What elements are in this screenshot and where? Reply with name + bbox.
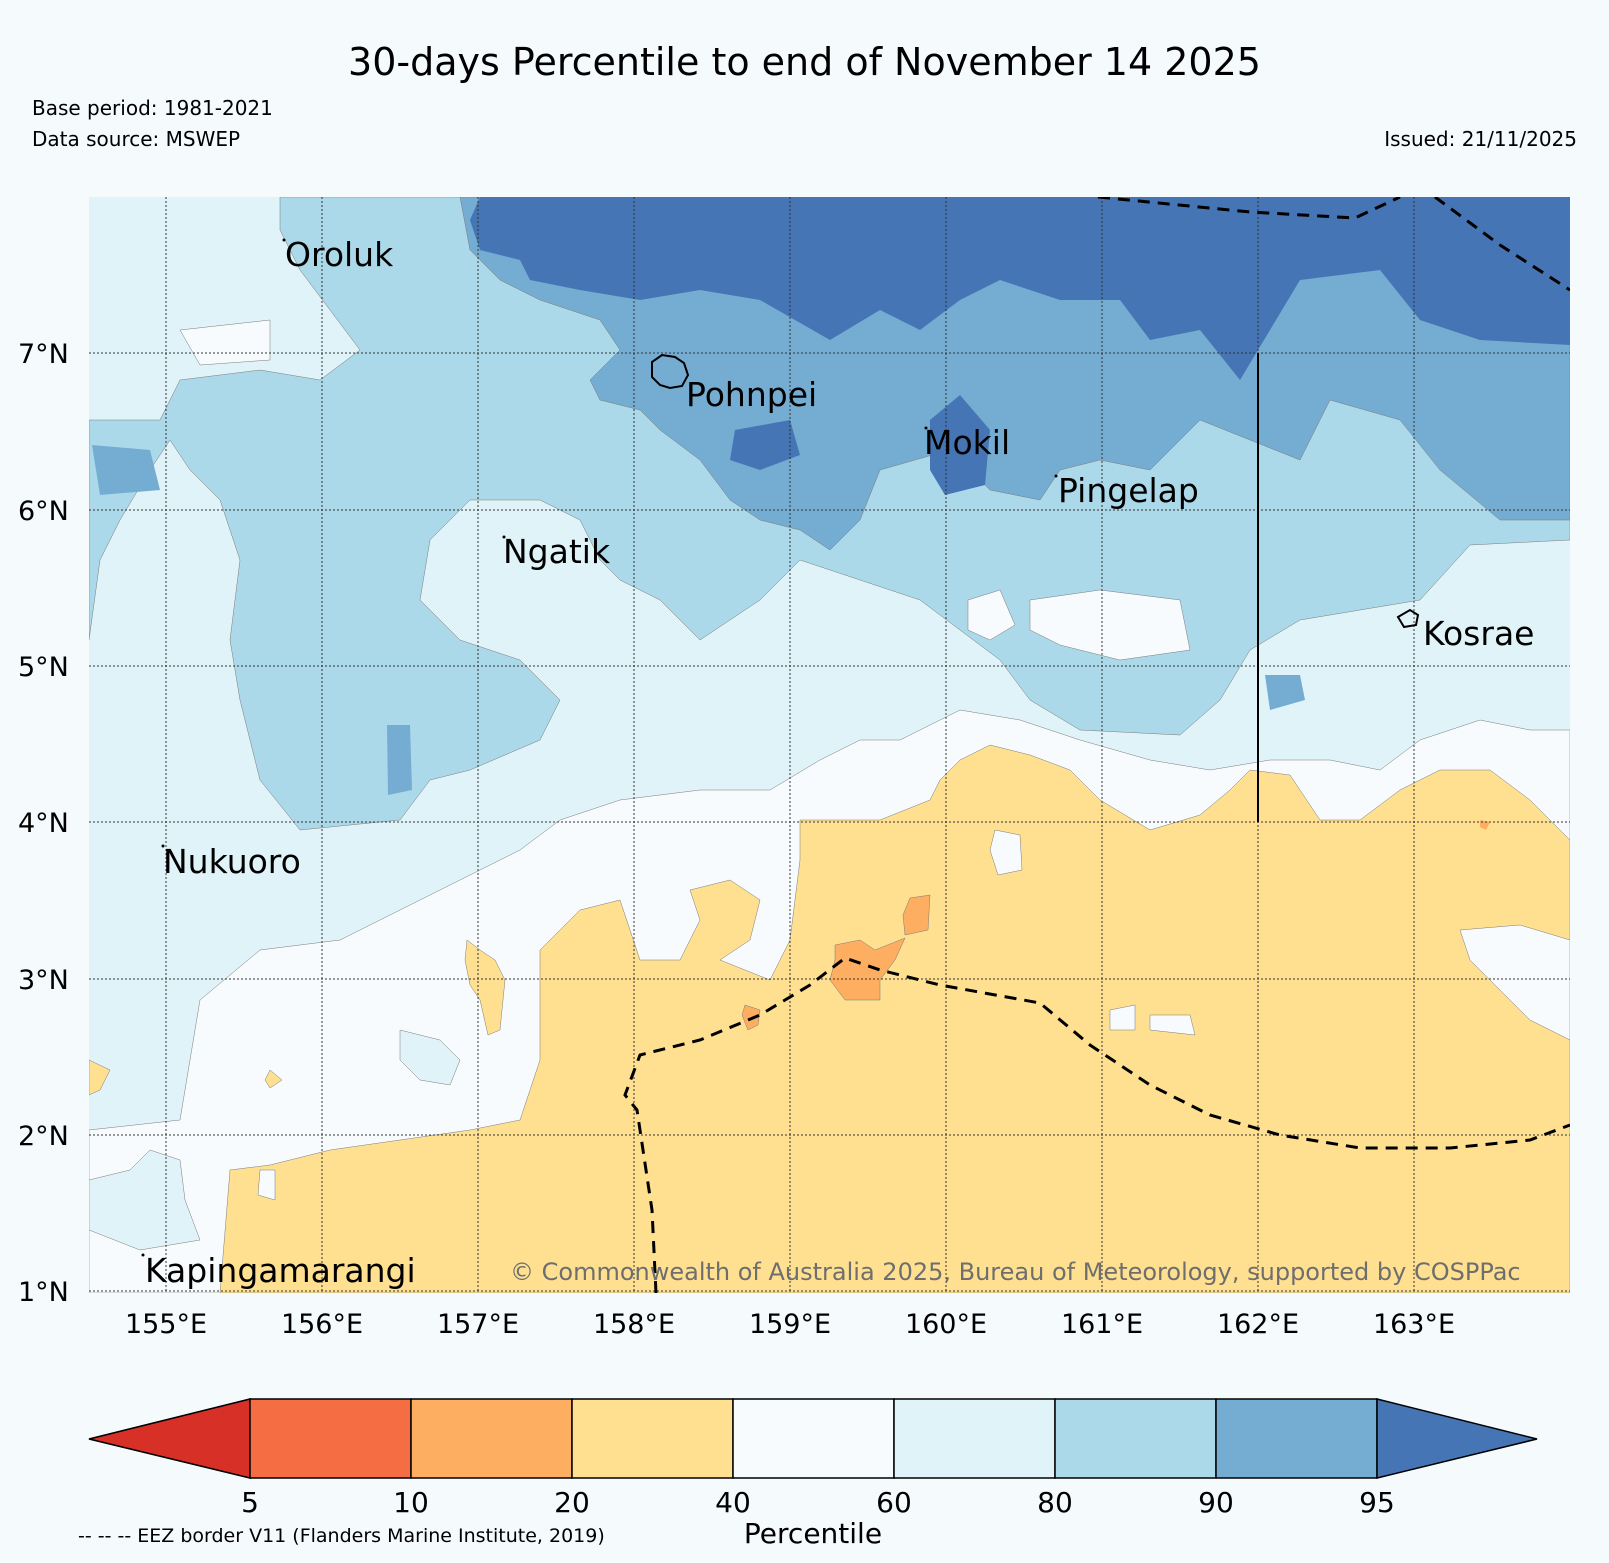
place-label-pohnpei: Pohnpei [686,375,817,414]
colorbar-segment [732,1398,895,1479]
colorbar-segment [410,1398,573,1479]
lat-label: 7°N [18,339,69,370]
place-label-nukuoro: Nukuoro [163,842,301,881]
lon-label: 159°E [749,1309,831,1340]
colorbar-tick: 95 [1359,1486,1395,1519]
field-band-20-40 [219,744,1570,1293]
pohnpei-island-outline [651,353,690,390]
lon-label: 160°E [905,1309,987,1340]
place-label-oroluk: Oroluk [285,235,394,274]
lat-label: 5°N [18,652,69,683]
kosrae-island-outline [1396,608,1420,629]
map-title: 30-days Percentile to end of November 14… [348,40,1261,84]
lon-label: 156°E [281,1309,363,1340]
lon-label: 163°E [1373,1309,1455,1340]
place-label-kapingamarangi: Kapingamarangi [145,1251,416,1290]
colorbar-tick: 40 [715,1486,751,1519]
oroluk-island-dot [282,238,286,242]
colorbar-tick: 5 [241,1486,259,1519]
place-label-kosrae: Kosrae [1423,614,1534,653]
lat-label: 6°N [18,496,69,527]
graticule [89,197,1570,1293]
field-band-10-20 [829,937,906,1001]
lon-label: 158°E [593,1309,675,1340]
data-source: Data source: MSWEP [32,127,241,151]
colorbar: 5 10 20 40 60 80 90 95 Percentile [88,1398,1538,1550]
lon-label: 162°E [1217,1309,1299,1340]
colorbar-tick: 20 [554,1486,590,1519]
lon-label: 161°E [1061,1309,1143,1340]
lat-label: 2°N [18,1121,69,1152]
colorbar-extend-low [88,1398,251,1479]
base-period: Base period: 1981-2021 [32,96,273,120]
colorbar-extend-high [1376,1398,1538,1479]
kapingamarangi-island-dot [141,1253,145,1257]
colorbar-tick: 90 [1198,1486,1234,1519]
longitude-axis: 155°E 156°E 157°E 158°E 159°E 160°E 161°… [125,1309,1455,1340]
lon-label: 155°E [125,1309,207,1340]
eez-border [623,197,1570,1293]
eez-legend-note: -- -- -- EEZ border V11 (Flanders Marine… [78,1525,605,1547]
issued-date: Issued: 21/11/2025 [1384,127,1577,151]
colorbar-label: Percentile [744,1517,882,1550]
latitude-axis: 7°N 6°N 5°N 4°N 3°N 2°N 1°N [18,339,69,1308]
colorbar-segment [1215,1398,1378,1479]
pingelap-island-dot [1054,474,1058,478]
lat-label: 3°N [18,965,69,996]
colorbar-segment [249,1398,412,1479]
colorbar-tick: 60 [876,1486,912,1519]
colorbar-tick: 10 [393,1486,429,1519]
place-label-ngatik: Ngatik [503,532,611,571]
nukuoro-island-dot [161,844,165,848]
lon-label: 157°E [437,1309,519,1340]
lat-label: 4°N [18,808,69,839]
colorbar-segment [1054,1398,1217,1479]
mokil-island-dot [924,426,928,430]
field-band-above-95 [470,197,1570,380]
colorbar-segment [893,1398,1056,1479]
percentile-field [89,197,1570,1293]
copyright-notice: © Commonwealth of Australia 2025, Bureau… [510,1258,1521,1286]
place-label-mokil: Mokil [924,423,1010,462]
colorbar-segment [571,1398,734,1479]
lat-label: 1°N [18,1277,69,1308]
colorbar-tick: 80 [1037,1486,1073,1519]
place-label-pingelap: Pingelap [1058,471,1199,510]
ngatik-island-dot [502,535,506,539]
